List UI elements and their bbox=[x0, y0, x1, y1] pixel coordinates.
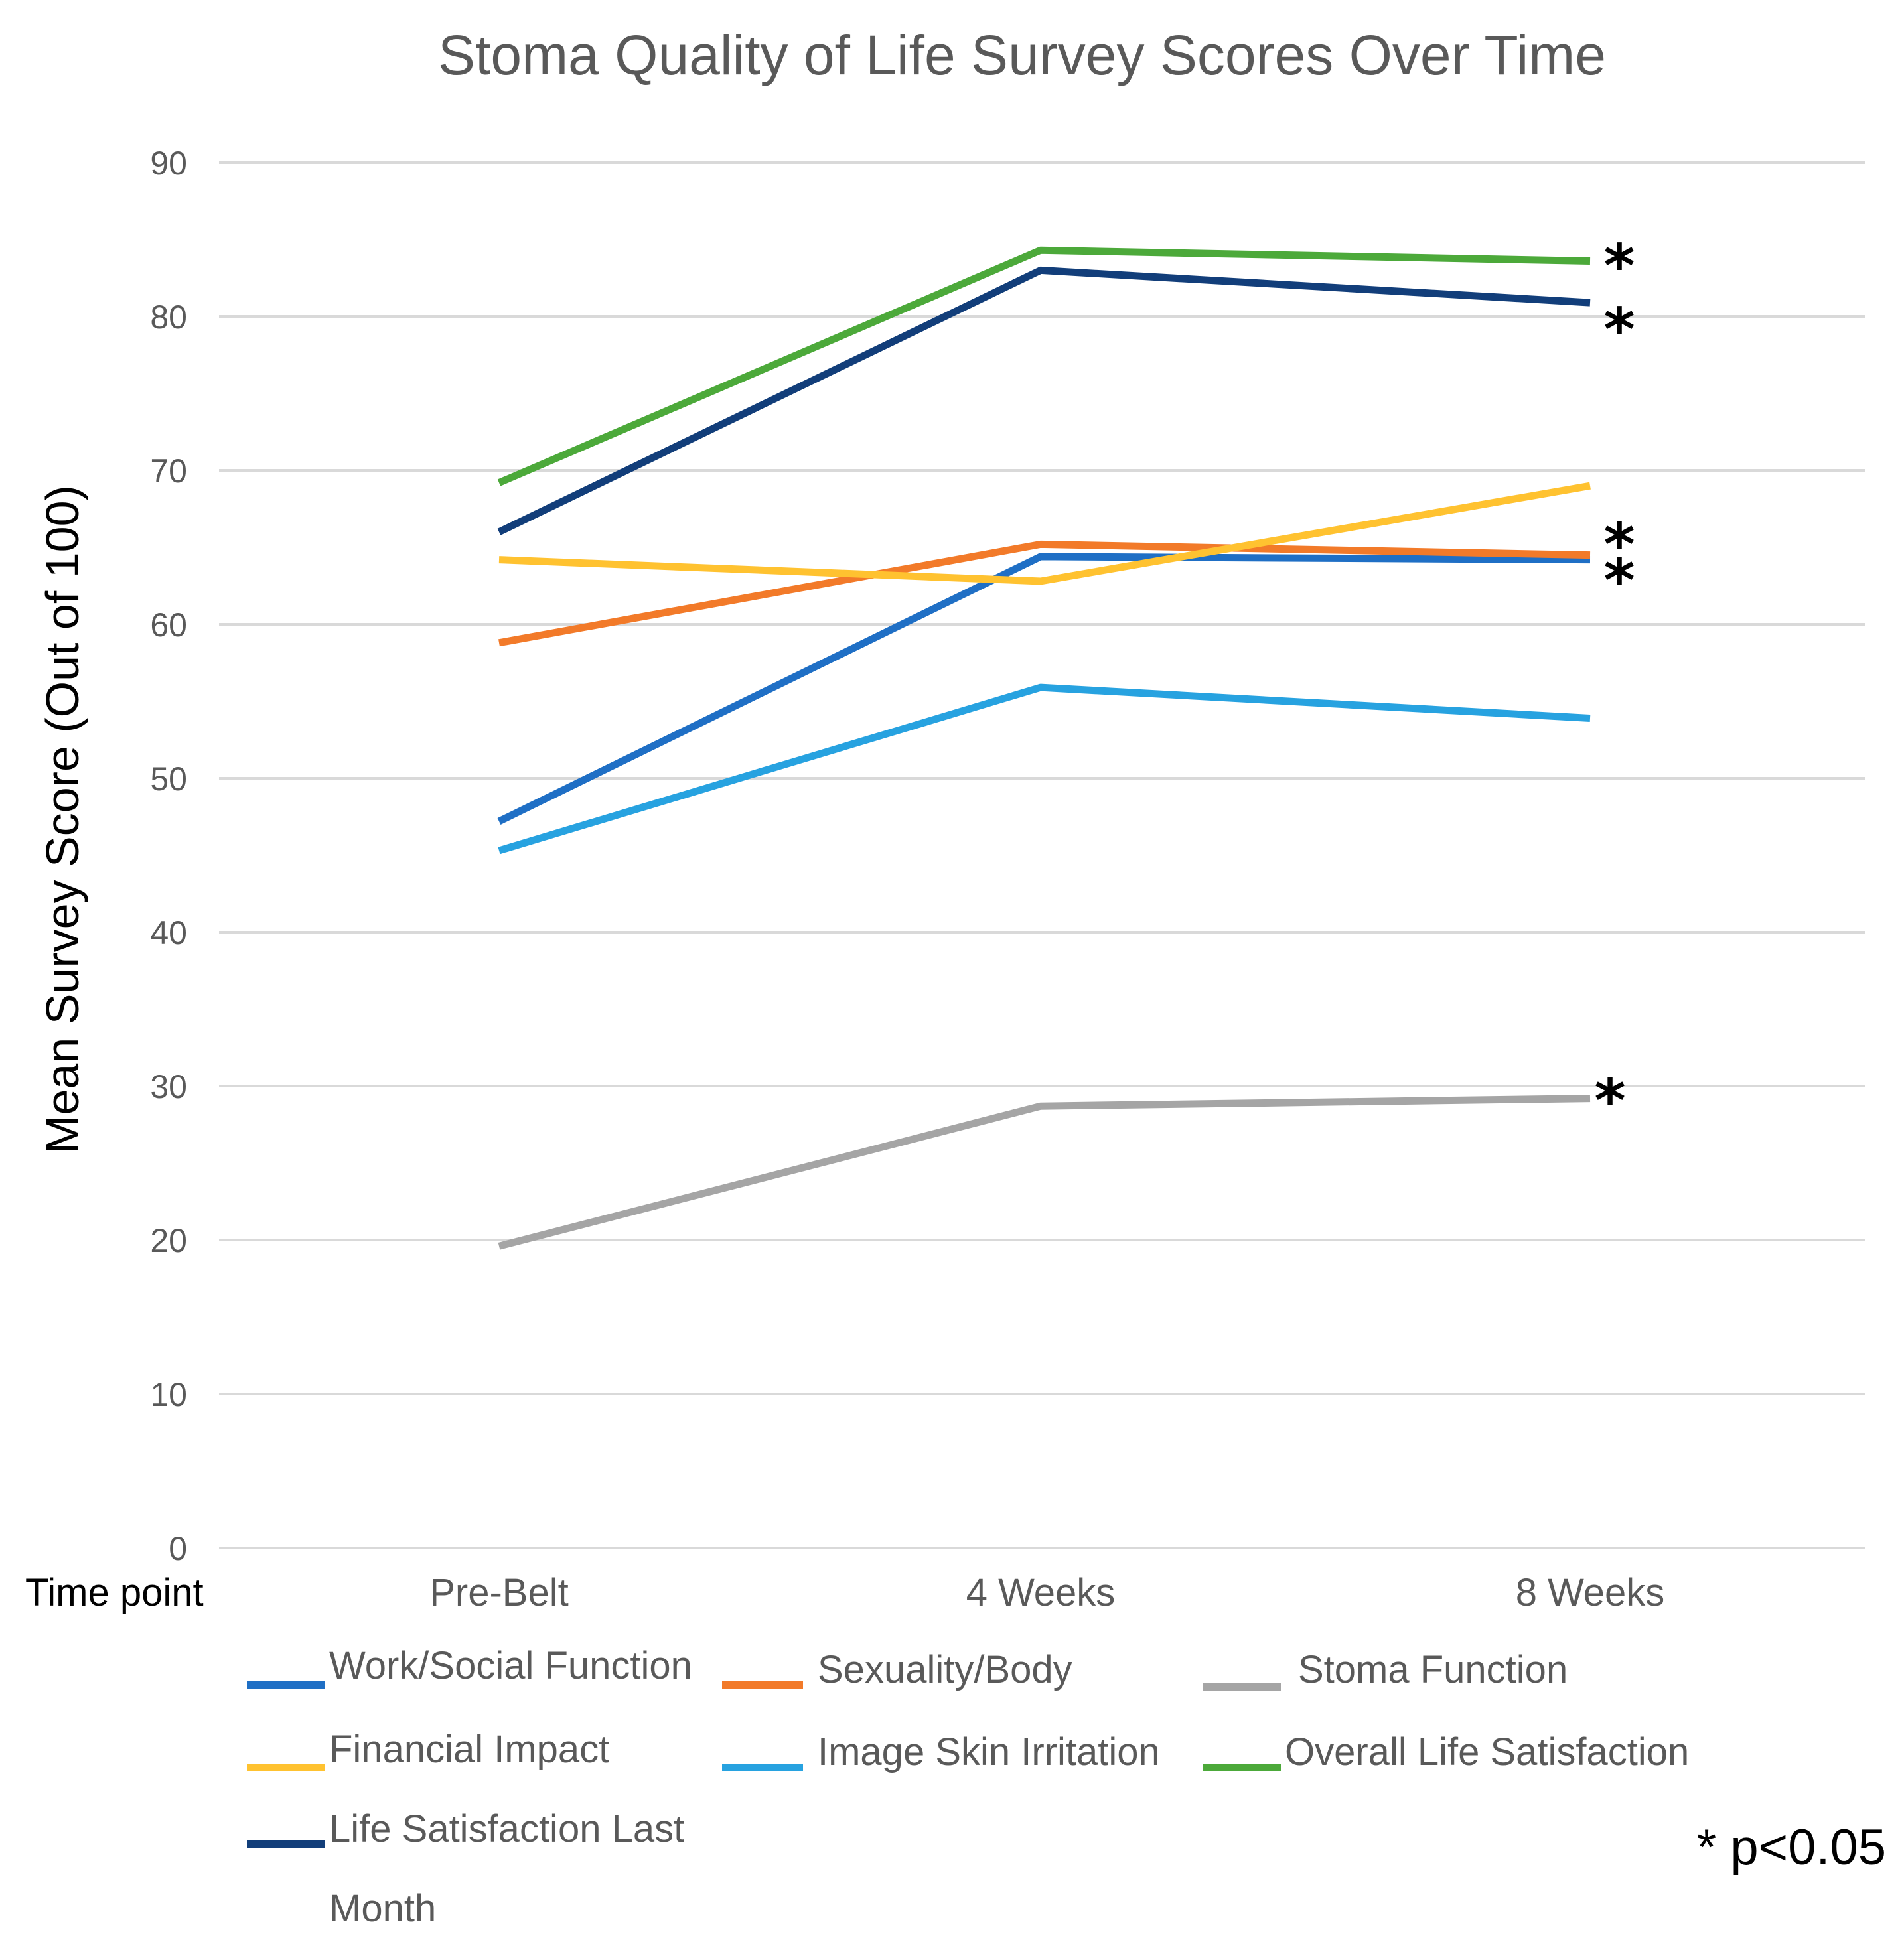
y-axis-label: Mean Survey Score (Out of 100) bbox=[37, 485, 88, 1154]
legend-item-sexuality-body: Sexuality/Body bbox=[722, 1648, 1072, 1691]
legend-label-image-skin-irritation: Image Skin Irritation bbox=[818, 1730, 1160, 1773]
legend-item-overall-life-satisfaction: Overall Life Satisfaction bbox=[1203, 1730, 1689, 1773]
y-tick-label-60: 60 bbox=[150, 606, 187, 644]
y-axis-ticks: 0 10 20 30 40 50 60 70 80 90 bbox=[150, 145, 187, 1567]
legend-label-overall-life-satisfaction: Overall Life Satisfaction bbox=[1285, 1730, 1689, 1773]
y-tick-label-50: 50 bbox=[150, 760, 187, 798]
series-line-financial-impact bbox=[498, 482, 1591, 585]
y-tick-label-80: 80 bbox=[150, 299, 187, 336]
legend-item-financial-impact: Financial Impact bbox=[247, 1728, 609, 1771]
y-tick-label-70: 70 bbox=[150, 452, 187, 490]
legend-item-image-skin-irritation: Image Skin Irritation bbox=[722, 1730, 1160, 1773]
legend: Work/Social Function Sexuality/Body Stom… bbox=[247, 1644, 1689, 1930]
x-axis-label: Time point bbox=[25, 1571, 204, 1614]
y-tick-label-90: 90 bbox=[150, 145, 187, 182]
legend-label-work-social: Work/Social Function bbox=[329, 1644, 692, 1687]
series-line-sexuality-body bbox=[498, 540, 1591, 647]
x-axis-categories: Pre-Belt 4 Weeks 8 Weeks bbox=[429, 1571, 1664, 1614]
y-tick-label-30: 30 bbox=[150, 1068, 187, 1105]
series-line-stoma-function bbox=[498, 1095, 1591, 1250]
gridlines bbox=[219, 161, 1865, 1549]
legend-label-life-satisfaction-last-month-line2: Month bbox=[329, 1887, 436, 1930]
y-tick-label-20: 20 bbox=[150, 1222, 187, 1259]
series-lines bbox=[497, 246, 1591, 1250]
legend-label-sexuality-body: Sexuality/Body bbox=[818, 1648, 1072, 1691]
chart-title: Stoma Quality of Life Survey Scores Over… bbox=[438, 24, 1606, 86]
significance-star-stoma: * bbox=[1594, 1066, 1625, 1136]
legend-label-stoma-function: Stoma Function bbox=[1298, 1648, 1568, 1691]
y-tick-label-40: 40 bbox=[150, 914, 187, 951]
series-line-image-skin-irritation bbox=[498, 683, 1591, 855]
significance-star-work: * bbox=[1603, 546, 1635, 616]
legend-label-financial-impact: Financial Impact bbox=[329, 1728, 609, 1771]
series-line-work-social-function bbox=[497, 553, 1591, 825]
y-tick-label-10: 10 bbox=[150, 1376, 187, 1413]
significance-star-sexuality: * bbox=[1603, 510, 1635, 580]
significance-markers: * * * * * bbox=[1594, 232, 1635, 1136]
series-line-life-satisfaction-last-month bbox=[497, 266, 1591, 535]
x-tick-label-pre-belt: Pre-Belt bbox=[429, 1571, 569, 1614]
series-line-overall-life-satisfaction bbox=[497, 246, 1591, 486]
x-tick-label-8-weeks: 8 Weeks bbox=[1516, 1571, 1665, 1614]
significance-star-overall: * bbox=[1603, 232, 1635, 301]
legend-item-stoma-function: Stoma Function bbox=[1203, 1648, 1568, 1691]
significance-note: * p<0.05 bbox=[1697, 1819, 1886, 1876]
legend-label-life-satisfaction-last-month-line1: Life Satisfaction Last bbox=[329, 1807, 684, 1850]
x-tick-label-4-weeks: 4 Weeks bbox=[966, 1571, 1116, 1614]
legend-item-life-satisfaction-last-month: Life Satisfaction Last Month bbox=[247, 1807, 684, 1930]
y-tick-label-0: 0 bbox=[169, 1530, 187, 1567]
legend-item-work-social: Work/Social Function bbox=[247, 1644, 692, 1689]
significance-star-last-month: * bbox=[1603, 295, 1635, 365]
